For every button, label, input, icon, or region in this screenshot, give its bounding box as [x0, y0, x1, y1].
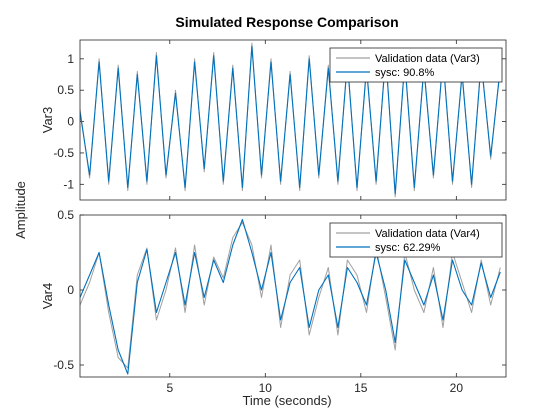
- x-tick-label: 5: [166, 381, 173, 395]
- panel-var3: 1 0.5 0 -0.5 -1 Var3 Validation data (Var3) sys…: [40, 39, 507, 201]
- axes-box: [79, 39, 507, 201]
- series-line-model: [80, 45, 501, 195]
- y-tick-label: 0.5: [57, 83, 74, 97]
- series-line-model: [80, 218, 501, 375]
- panel-y-label: Var3: [40, 107, 55, 134]
- legend-label: Validation data (Var4): [375, 228, 480, 240]
- legend-box: [329, 47, 503, 83]
- y-tick-label: -0.5: [53, 358, 74, 372]
- y-axis-label: Amplitude: [13, 181, 28, 239]
- y-tick-label: 0: [67, 283, 74, 297]
- y-tick-label: 0: [67, 115, 74, 129]
- y-tick-label: 0.5: [57, 208, 74, 222]
- panel-var4: 5 10 15 20 0.5 0 -0.5 Var4 Validation data (Var4…: [40, 208, 507, 395]
- x-tick-label: 15: [354, 381, 368, 395]
- x-tick-label: 20: [450, 381, 464, 395]
- panel-y-label: Var4: [40, 283, 55, 310]
- y-tick-label: -0.5: [53, 146, 74, 160]
- legend-box: [329, 222, 503, 258]
- legend-label: Validation data (Var3): [375, 53, 480, 65]
- y-tick-label: -1: [63, 177, 74, 191]
- y-tick-label: 1: [67, 52, 74, 66]
- legend-label: sysc: 62.29%: [375, 242, 441, 254]
- chart-title: Simulated Response Comparison: [175, 14, 398, 30]
- x-axis-label: Time (seconds): [242, 393, 331, 408]
- legend-label: sysc: 90.8%: [375, 67, 435, 79]
- x-tick-label: 10: [259, 381, 273, 395]
- axes-box: [79, 214, 507, 378]
